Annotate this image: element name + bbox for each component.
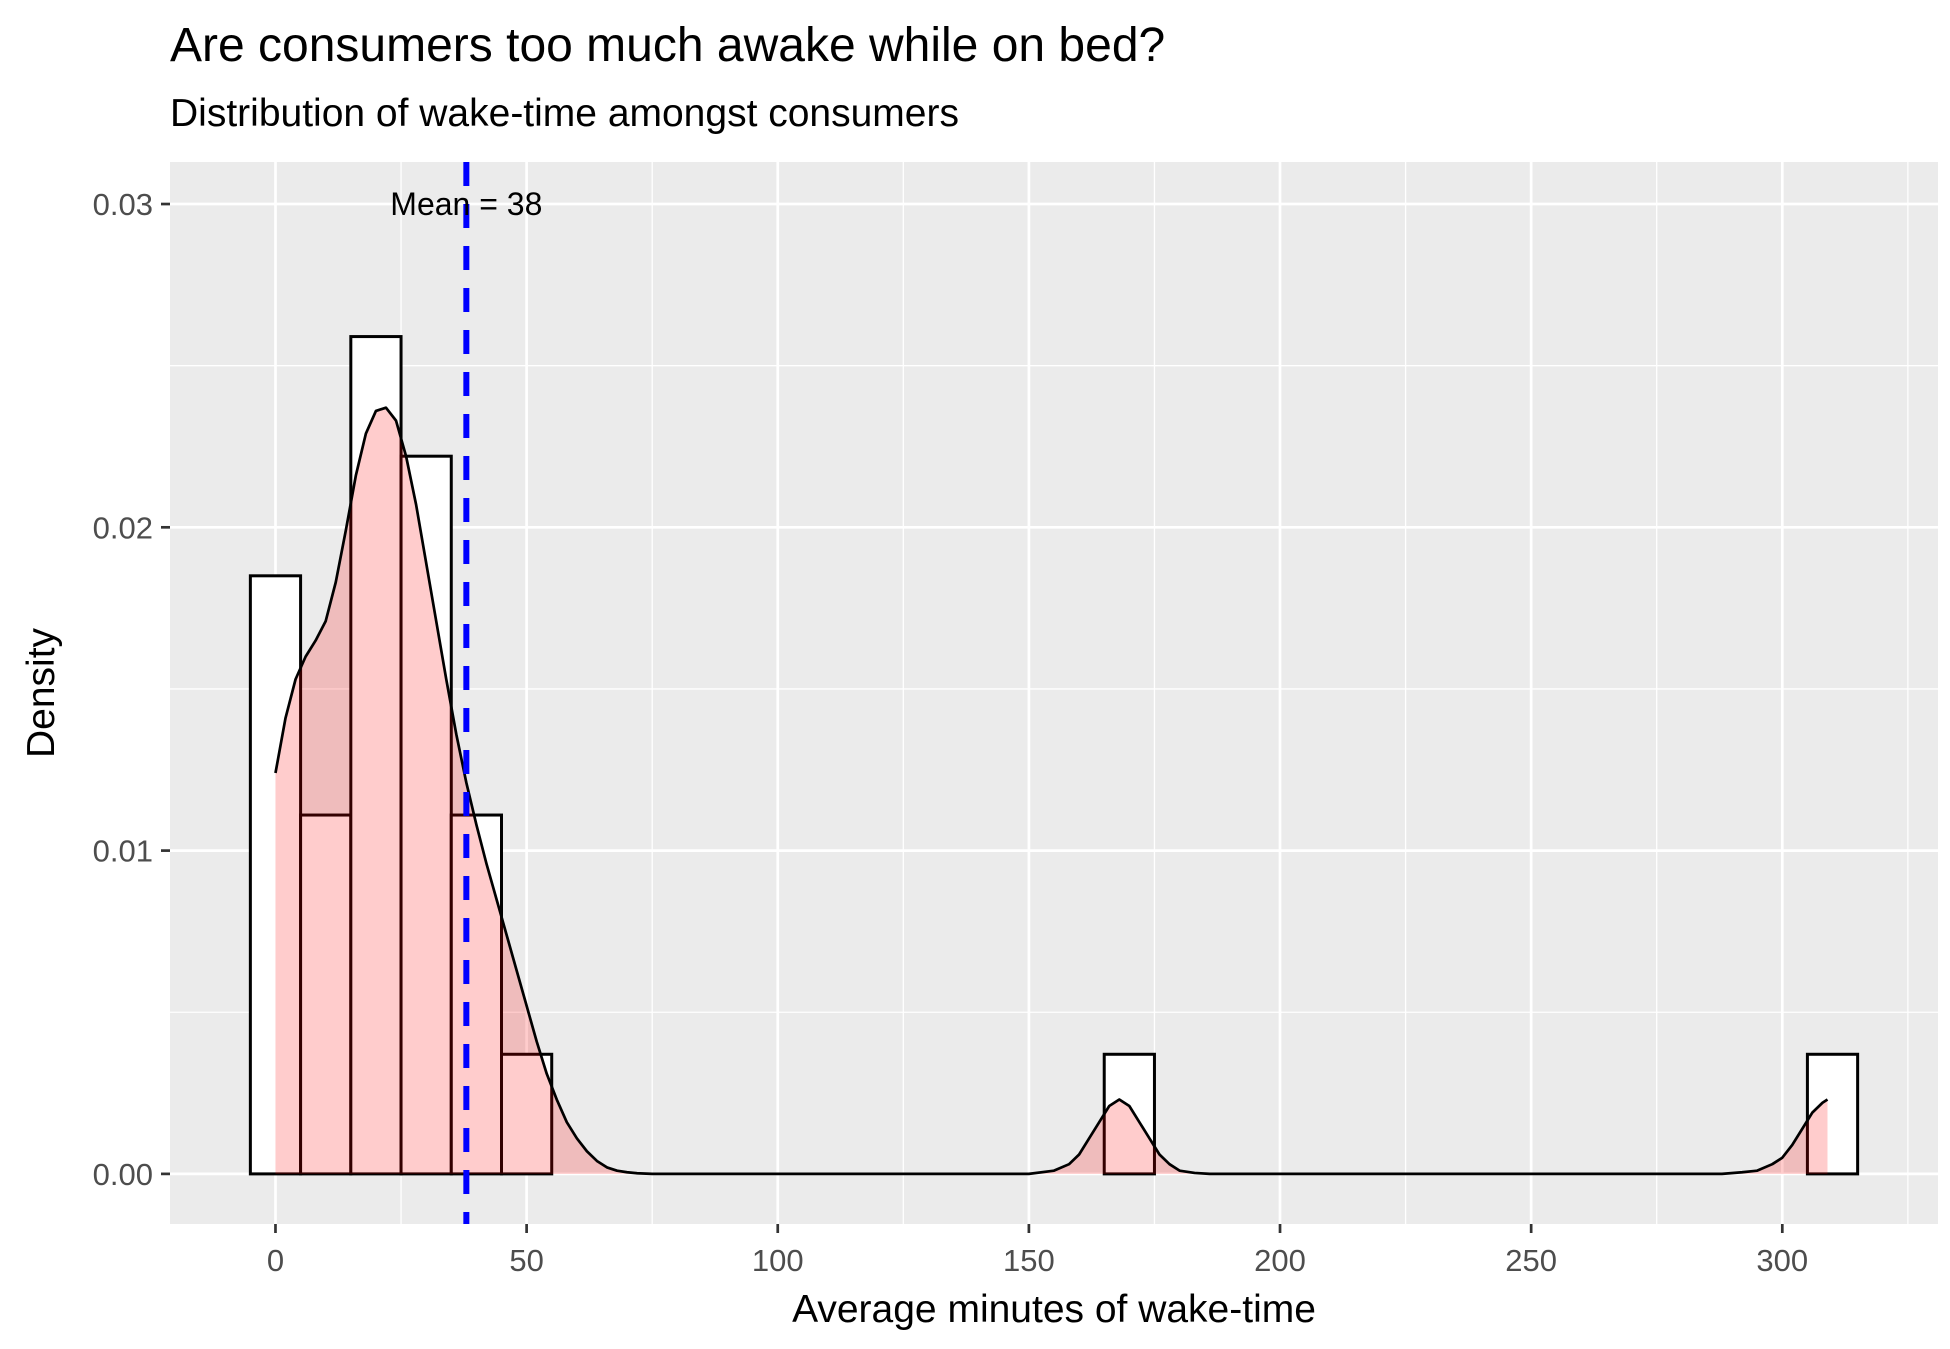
x-tick-label: 200 bbox=[1254, 1243, 1306, 1278]
y-tick-label: 0.01 bbox=[93, 834, 153, 869]
histogram-bar bbox=[1805, 1052, 1860, 1176]
density-curve bbox=[274, 406, 1829, 1176]
mean-label: Mean = 38 bbox=[390, 186, 542, 222]
histogram-bars bbox=[248, 335, 1860, 1176]
histogram-bar bbox=[1102, 1052, 1156, 1176]
y-tick-label: 0.02 bbox=[93, 510, 153, 545]
chart-title: Are consumers too much awake while on be… bbox=[170, 19, 1166, 72]
x-tick-label: 100 bbox=[752, 1243, 804, 1278]
histogram-bar bbox=[399, 454, 453, 1176]
x-tick-label: 150 bbox=[1003, 1243, 1055, 1278]
chart-subtitle: Distribution of wake-time amongst consum… bbox=[170, 92, 959, 135]
y-axis: 0.00 0.01 0.02 0.03 bbox=[93, 187, 170, 1192]
x-axis-label: Average minutes of wake-time bbox=[792, 1288, 1316, 1331]
x-tick-label: 50 bbox=[509, 1243, 543, 1278]
x-tick-label: 250 bbox=[1505, 1243, 1557, 1278]
minor-gridlines bbox=[170, 162, 1938, 1224]
histogram-bar bbox=[500, 1052, 554, 1176]
y-axis-label: Density bbox=[20, 627, 63, 758]
y-tick-label: 0.03 bbox=[93, 187, 153, 222]
x-tick-label: 0 bbox=[267, 1243, 284, 1278]
y-tick-label: 0.00 bbox=[93, 1157, 153, 1192]
x-tick-label: 300 bbox=[1756, 1243, 1808, 1278]
x-axis: 0 50 100 150 200 250 300 bbox=[267, 1224, 1808, 1278]
histogram-bar bbox=[449, 813, 504, 1176]
density-area bbox=[275, 407, 1828, 1174]
